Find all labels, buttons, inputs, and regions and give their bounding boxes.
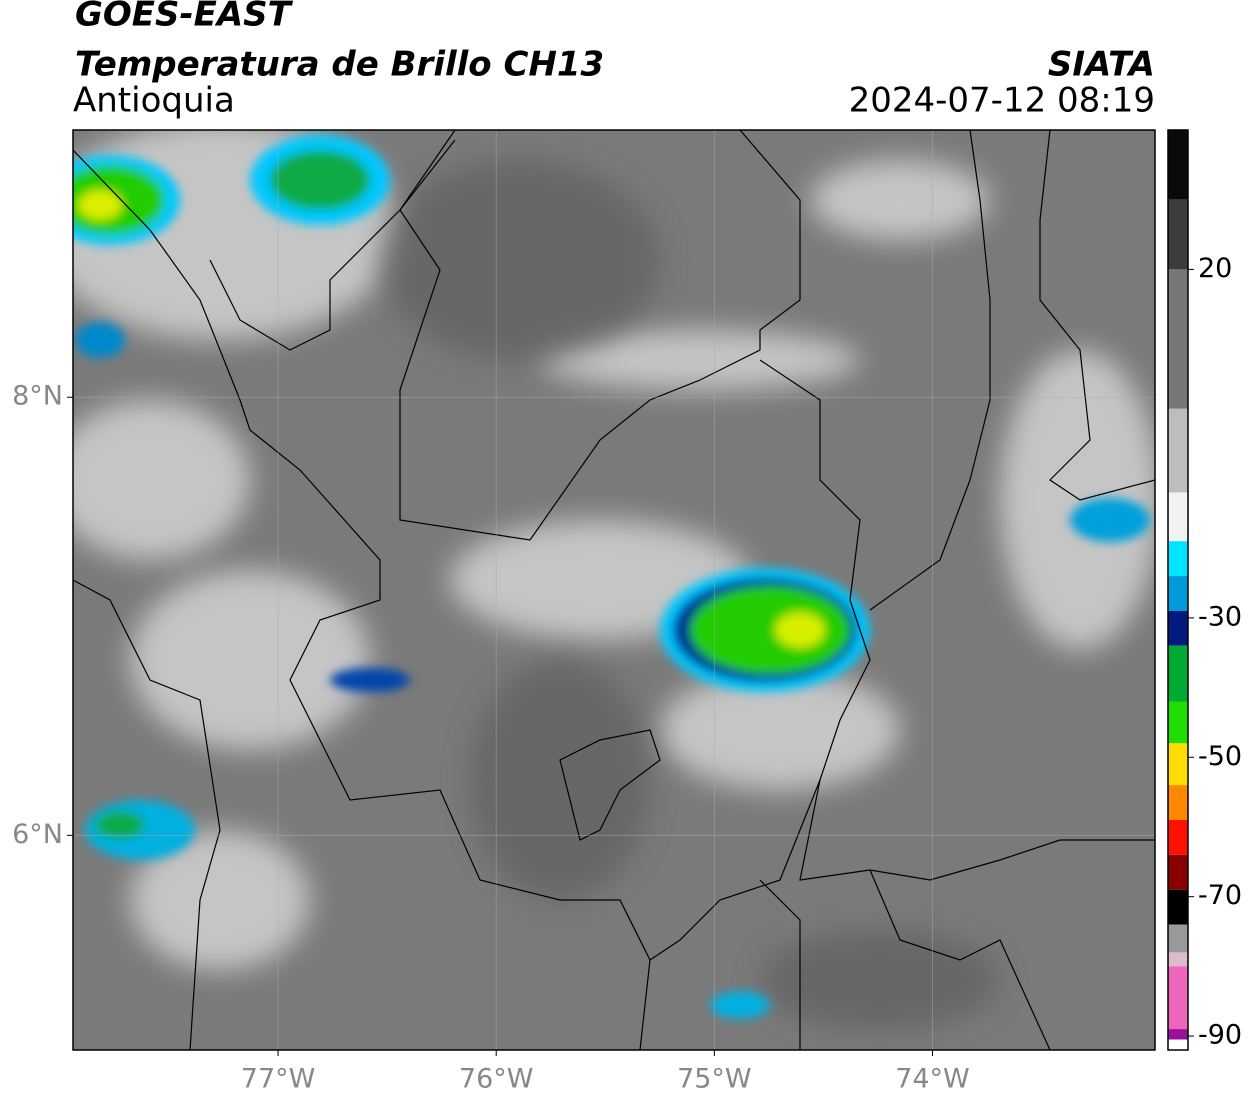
- colorbar-segment: [1168, 541, 1188, 577]
- colorbar-segment: [1168, 743, 1188, 786]
- colorbar-segment: [1168, 1029, 1188, 1040]
- title: GOES-EAST: [75, 0, 294, 35]
- colorbar-segment: [1168, 966, 1188, 1030]
- colorbar-tick-label: -30: [1198, 601, 1242, 632]
- timestamp: 2024-07-12 08:19: [849, 81, 1155, 121]
- colorbar-segment: [1168, 199, 1188, 270]
- region: Antioquia: [73, 81, 235, 121]
- x-tick-label: 74°W: [895, 1064, 970, 1095]
- colorbar-segment: [1168, 820, 1188, 855]
- clouds: [73, 130, 1155, 970]
- colorbar-segment: [1168, 492, 1188, 542]
- plot-frame: [72, 129, 1156, 1051]
- colorbar-tick-label: -50: [1198, 741, 1242, 772]
- colorbar-segment: [1168, 408, 1188, 493]
- subtitle: Temperatura de Brillo CH13: [75, 45, 604, 85]
- map-imagery: [73, 130, 1155, 1050]
- y-tick-label: 8°N: [12, 381, 63, 412]
- colorbar-segment: [1168, 952, 1188, 967]
- colorbar-segment: [1168, 924, 1188, 953]
- colorbar-segment: [1168, 854, 1188, 890]
- colorbar-segment: [1168, 701, 1188, 744]
- boundaries: [73, 130, 1155, 1050]
- colorbar-segment: [1168, 130, 1188, 200]
- colorbar-segment: [1168, 610, 1188, 646]
- colorbar-segment: [1168, 1039, 1188, 1050]
- colorbar-tick-label: -70: [1198, 880, 1242, 911]
- clear-sky: [380, 160, 1000, 1030]
- x-tick-label: 75°W: [677, 1064, 752, 1095]
- x-tick-label: 76°W: [459, 1064, 534, 1095]
- colorbar-segment: [1168, 645, 1188, 702]
- source: SIATA: [1048, 45, 1155, 85]
- x-tick-label: 77°W: [241, 1064, 316, 1095]
- colorbar-segment: [1168, 889, 1188, 925]
- colorbar-segment: [1168, 785, 1188, 820]
- y-tick-label: 6°N: [12, 819, 63, 850]
- colorbar-segment: [1168, 269, 1188, 409]
- colorbar-segment: [1168, 576, 1188, 611]
- colorbar-tick-label: 20: [1198, 253, 1232, 284]
- colorbar-frame: [1167, 129, 1189, 1051]
- colorbar-tick-label: -90: [1198, 1020, 1242, 1051]
